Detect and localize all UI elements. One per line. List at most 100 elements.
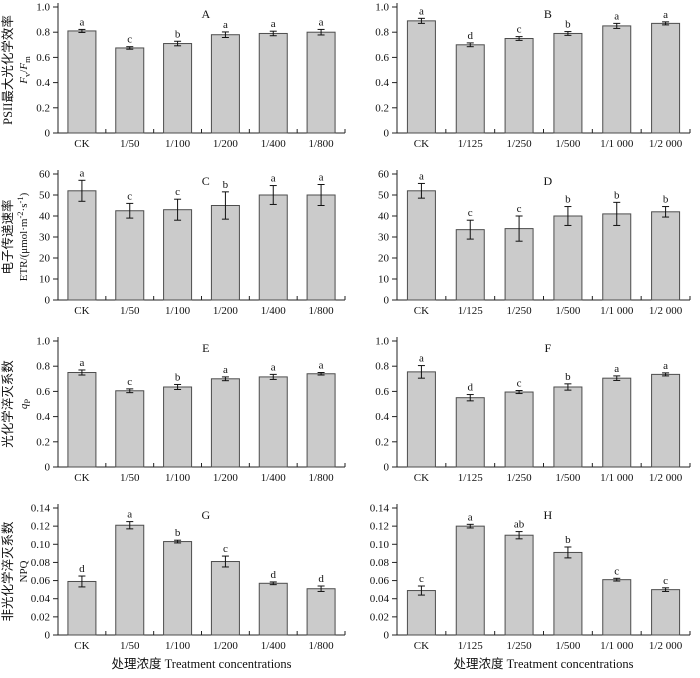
bar <box>406 371 436 468</box>
error-bar <box>662 587 670 592</box>
error-bar <box>662 21 670 26</box>
x-tick-label: 1/125 <box>458 305 484 317</box>
bar <box>258 582 288 636</box>
bar <box>306 588 336 636</box>
y-tick-label: 0.2 <box>375 102 389 114</box>
y-tick-label: 0.6 <box>375 386 389 398</box>
x-tick-label: 1/500 <box>555 640 581 652</box>
sig-letter: b <box>614 189 620 201</box>
sig-letter: a <box>223 364 228 376</box>
y-tick-label: 0.04 <box>31 593 51 605</box>
bars: a CK d 1/125 c 1/250 b 1/500 a 1/1 000 a 1/2 000 <box>406 353 683 484</box>
y-tick-label: 1.0 <box>375 2 389 14</box>
error-bar <box>417 585 425 596</box>
x-tick-label: 1/2 000 <box>649 472 683 484</box>
bar <box>115 390 145 468</box>
x-tick-label: CK <box>74 305 89 317</box>
y-tick-label: 0 <box>45 630 51 642</box>
sig-letter: b <box>175 371 181 383</box>
error-bar <box>466 394 474 402</box>
error-bar <box>269 373 277 380</box>
error-bar <box>78 575 86 588</box>
axes <box>53 3 346 134</box>
sig-letter: a <box>419 170 424 182</box>
x-tick-label: 1/500 <box>555 138 581 150</box>
y-tick-label: 30 <box>39 232 51 244</box>
x-tick-label: 1/400 <box>261 640 287 652</box>
bar <box>406 590 436 636</box>
panel-F: 0 0.2 0.4 0.6 0.8 1.0 a CK d 1/125 c 1/250 b 1/500 a 1/… <box>350 334 700 501</box>
bar <box>504 38 534 134</box>
sig-letter: b <box>663 194 669 206</box>
y-tick-label: 30 <box>378 232 390 244</box>
bar <box>553 32 583 134</box>
bars: a CK c 1/50 b 1/100 a 1/200 a 1/400 a 1/800 <box>67 16 336 150</box>
sig-letter: d <box>318 573 324 585</box>
bar <box>406 20 436 134</box>
panel-D: 0 10 20 30 40 50 60 a CK c 1/125 c 1/250 b 1/500 b 1/1 0… <box>350 167 700 334</box>
y-tick-label: 0.8 <box>36 27 50 39</box>
bars: a CK d 1/125 c 1/250 b 1/500 a 1/1 000 a 1/2 000 <box>406 5 683 150</box>
x-tick-label: 1/250 <box>507 305 533 317</box>
bar <box>651 211 681 301</box>
bar <box>210 34 240 134</box>
y-tick-labels: 0 0.02 0.04 0.06 0.08 0.10 0.12 0.14 <box>370 503 390 642</box>
axes <box>53 170 346 301</box>
panel-letter: F <box>545 341 552 355</box>
y-tick-labels: 0 0.2 0.4 0.6 0.8 1.0 <box>36 336 50 474</box>
bar <box>163 43 193 134</box>
bar <box>553 386 583 468</box>
error-bar <box>174 539 182 544</box>
bar <box>163 541 193 636</box>
y-tick-labels: 0 10 20 30 40 50 60 <box>378 169 390 307</box>
bar <box>258 376 288 468</box>
error-bar <box>466 523 474 529</box>
y-tick-label: 0.04 <box>370 593 390 605</box>
sig-letter: c <box>517 24 522 36</box>
bars: d CK a 1/50 b 1/100 c 1/200 d 1/400 d 1/800 <box>67 509 336 652</box>
x-tick-label: 1/500 <box>555 305 581 317</box>
y-tick-label: 0.2 <box>36 436 50 448</box>
y-tick-label: 0.6 <box>36 52 50 64</box>
y-tick-label: 0.02 <box>31 611 50 623</box>
y-tick-label: 10 <box>378 274 390 286</box>
y-tick-label: 10 <box>39 274 51 286</box>
sig-letter: a <box>663 9 668 21</box>
sig-letter: c <box>663 575 668 587</box>
bar <box>602 579 632 636</box>
error-bar <box>317 585 325 592</box>
bar <box>406 190 436 301</box>
error-bar <box>466 219 474 240</box>
bars: c CK a 1/125 ab 1/250 b 1/500 c 1/1 000 c 1/2 000 <box>406 511 683 652</box>
sig-letter: c <box>419 573 424 585</box>
error-bar <box>78 179 86 202</box>
axes <box>53 337 346 468</box>
error-bar <box>221 555 229 568</box>
sig-letter: c <box>175 186 180 198</box>
x-tick-label: 1/1 000 <box>600 305 634 317</box>
y-tick-label: 0.12 <box>31 521 50 533</box>
y-tick-label: 0.14 <box>370 503 390 515</box>
error-bar <box>126 202 134 219</box>
x-tick-label: 1/250 <box>507 472 533 484</box>
y-tick-label: 0.8 <box>36 361 50 373</box>
sig-letter: b <box>175 28 181 40</box>
y-tick-label: 0.2 <box>36 102 50 114</box>
y-tick-label: 20 <box>39 253 51 265</box>
y-tick-label: 0.14 <box>31 503 51 515</box>
y-tick-label: 0 <box>384 462 390 474</box>
error-bar <box>126 388 134 394</box>
error-bar <box>564 206 572 226</box>
x-tick-label: 1/1 000 <box>600 640 634 652</box>
x-tick-label: 1/50 <box>120 640 140 652</box>
axes <box>392 170 691 301</box>
y-axis-label-symbol: ETR/(μmol·m-2·s-1) <box>15 192 30 281</box>
y-tick-label: 0.02 <box>370 611 389 623</box>
sig-letter: c <box>614 565 619 577</box>
panel-letter: D <box>544 174 553 188</box>
sig-letter: a <box>419 353 424 365</box>
bar <box>602 377 632 468</box>
chart-E: 0 0.2 0.4 0.6 0.8 1.0 a CK c 1/50 b 1/100 a 1/200 a 1/4… <box>0 336 346 484</box>
error-bar <box>564 383 572 391</box>
error-bar <box>417 182 425 199</box>
